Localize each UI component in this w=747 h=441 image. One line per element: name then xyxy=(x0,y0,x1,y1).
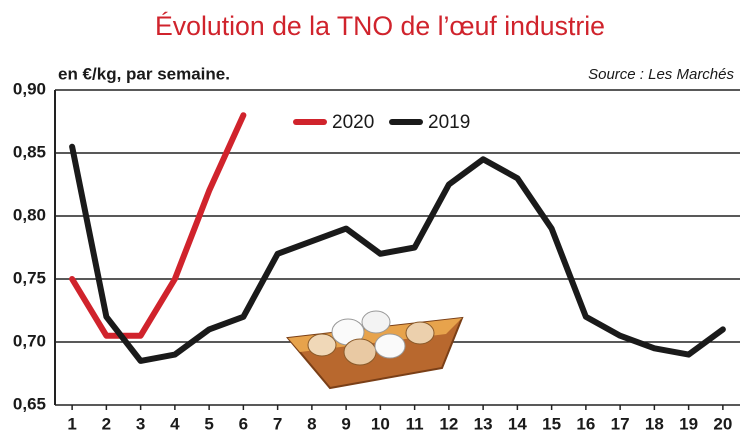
grid: 0,650,700,750,800,850,901 2 3 4 5 6 7 8 9 10 11 12 1… xyxy=(13,79,740,433)
series-line xyxy=(69,112,247,339)
legend-label: 2019 xyxy=(428,112,470,133)
x-tick-label: 16 xyxy=(576,414,595,433)
x-tick-label: 12 xyxy=(439,414,458,433)
x-tick-label: 5 xyxy=(204,414,213,433)
x-tick-label: 13 xyxy=(474,414,493,433)
y-tick-label: 0,70 xyxy=(13,331,46,350)
chart-title: Évolution de la TNO de l’œuf industrie xyxy=(155,11,605,41)
x-tick-label: 10 xyxy=(371,414,390,433)
x-tick-label: 20 xyxy=(713,414,732,433)
x-tick-label: 17 xyxy=(611,414,630,433)
x-tick-label: 14 xyxy=(508,414,527,433)
x-tick-label: 1 xyxy=(67,414,76,433)
plot: 2020 2019 xyxy=(69,112,726,364)
legend-label: 2020 xyxy=(332,112,374,133)
x-tick-label: 6 xyxy=(239,414,248,433)
source: Source : Les Marchés xyxy=(588,66,734,83)
x-tick-label: 9 xyxy=(341,414,350,433)
y-tick-label: 0,75 xyxy=(13,268,46,287)
x-tick-label: 4 xyxy=(170,414,180,433)
x-tick-label: 18 xyxy=(645,414,664,433)
x-tick-label: 11 xyxy=(406,414,424,433)
series-line xyxy=(69,143,726,364)
y-tick-label: 0,85 xyxy=(13,142,46,161)
y-tick-label: 0,65 xyxy=(13,394,46,413)
x-tick-label: 3 xyxy=(136,414,145,433)
x-tick-label: 8 xyxy=(307,414,316,433)
egg-basket xyxy=(286,310,464,390)
y-tick-label: 0,80 xyxy=(13,205,46,224)
subtitle: en €/kg, par semaine. xyxy=(58,64,230,83)
x-tick-label: 15 xyxy=(542,414,561,433)
x-tick-label: 7 xyxy=(273,414,282,433)
x-tick-label: 2 xyxy=(102,414,111,433)
x-tick-label: 19 xyxy=(679,414,698,433)
y-tick-label: 0,90 xyxy=(13,79,46,98)
